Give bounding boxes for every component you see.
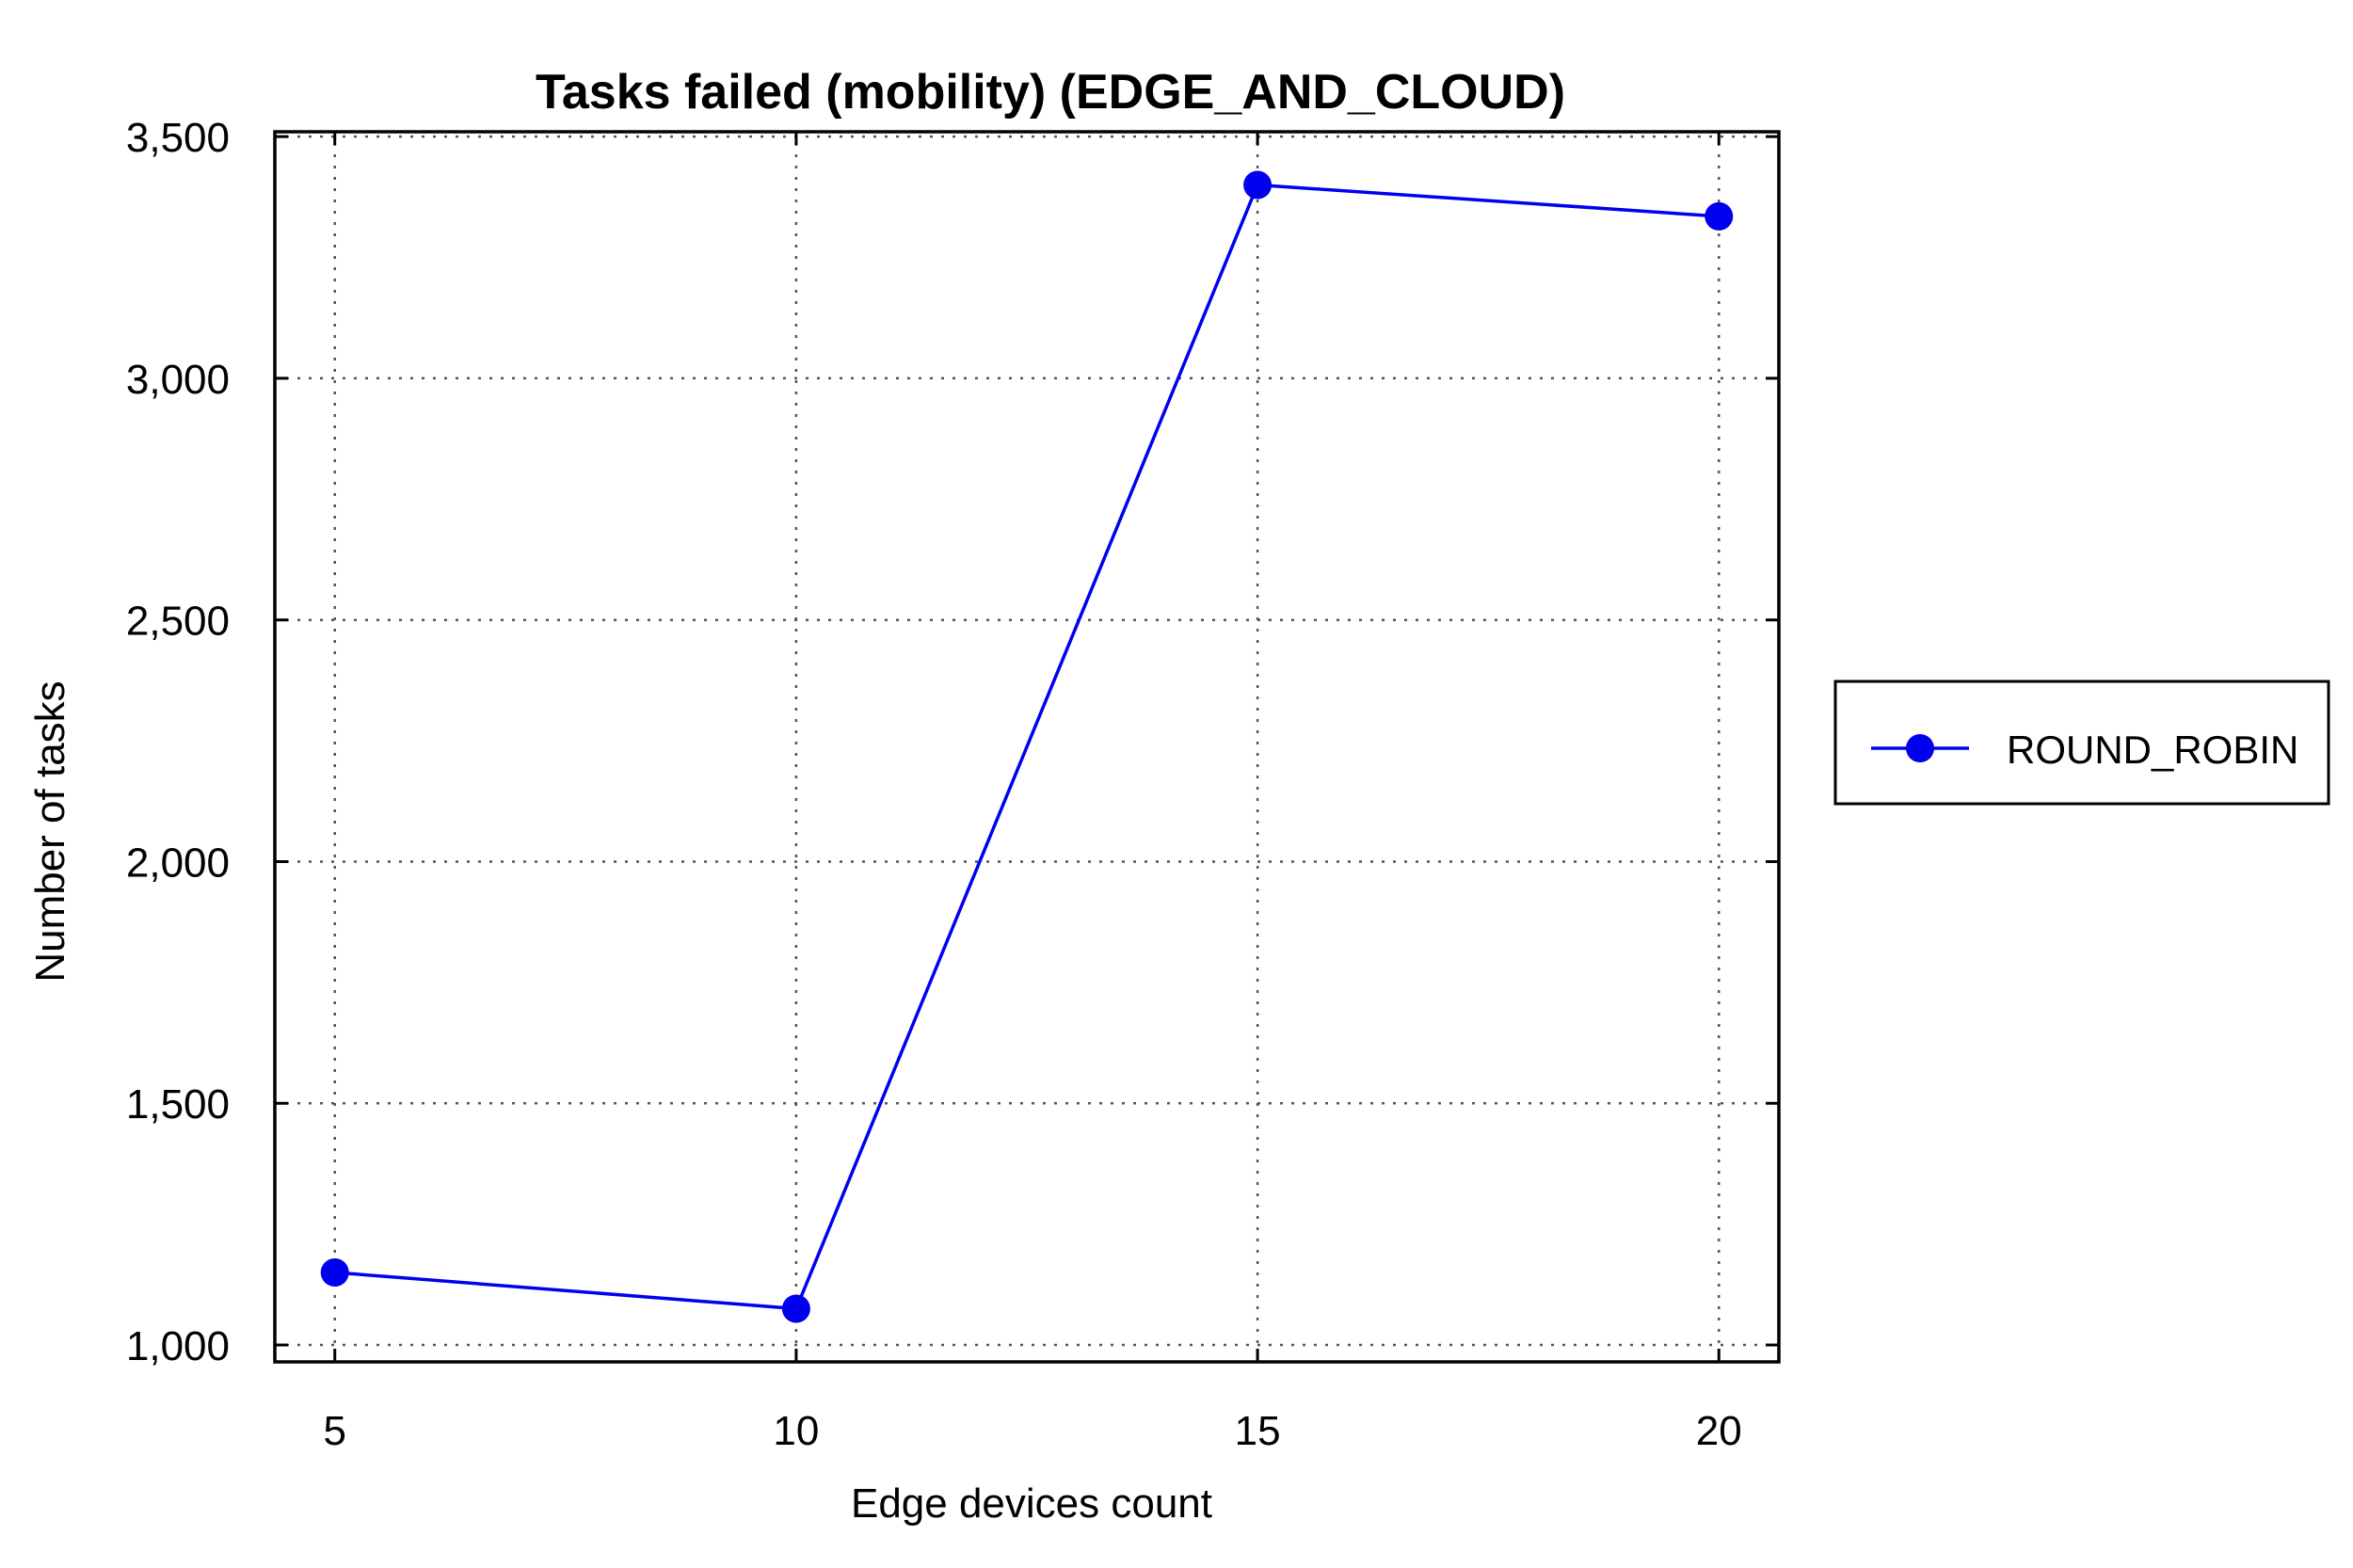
y-tick-label: 1,500 (126, 1081, 230, 1128)
y-tick-label: 3,500 (126, 115, 230, 161)
y-tick-labels: 1,000 1,500 2,000 2,500 3,000 3,500 (126, 115, 230, 1369)
data-point (1705, 201, 1734, 231)
x-tick-label: 10 (773, 1408, 819, 1454)
x-tick-labels: 5 10 15 20 (323, 1408, 1741, 1454)
y-tick-label: 3,000 (126, 357, 230, 403)
y-tick-label: 2,500 (126, 599, 230, 645)
grid (275, 132, 1779, 1362)
chart-title: Tasks failed (mobility) (EDGE_AND_CLOUD) (536, 65, 1565, 120)
y-tick-label: 1,000 (126, 1323, 230, 1369)
data-point (320, 1257, 349, 1287)
y-axis-label: Number of tasks (27, 680, 73, 982)
data-point (781, 1294, 810, 1323)
y-tick-label: 2,000 (126, 840, 230, 886)
legend-series-label: ROUND_ROBIN (2007, 728, 2298, 772)
legend: ROUND_ROBIN (1833, 680, 2330, 806)
series-line (334, 183, 1720, 1311)
x-tick-label: 15 (1235, 1408, 1281, 1454)
plot-frame (273, 130, 1781, 1364)
x-tick-label: 5 (323, 1408, 345, 1454)
ticks (275, 132, 1779, 1362)
x-axis-label: Edge devices count (851, 1480, 1212, 1527)
data-point (1243, 170, 1273, 200)
x-tick-label: 20 (1696, 1408, 1742, 1454)
series-layer (320, 170, 1734, 1323)
legend-series-marker (1906, 734, 1934, 762)
